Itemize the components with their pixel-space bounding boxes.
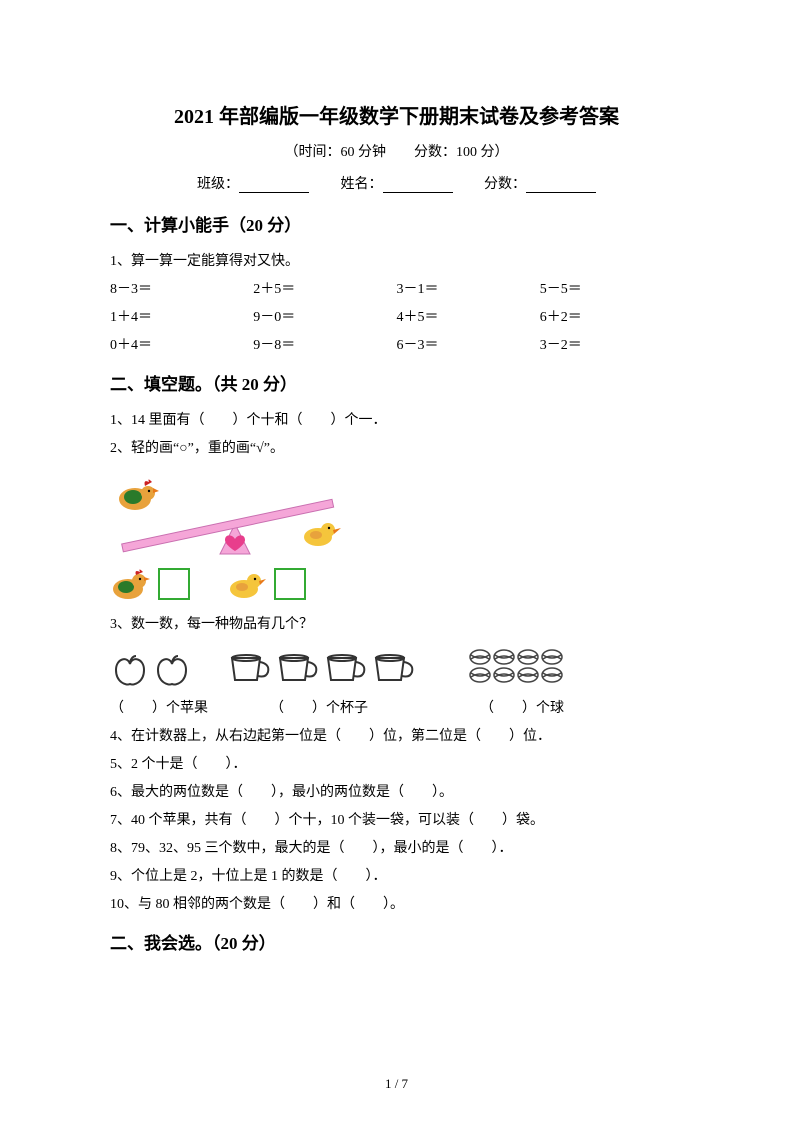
s2-q9: 9、个位上是 2，十位上是 1 的数是（ ）．: [110, 863, 683, 891]
chicken-icon: [110, 565, 150, 603]
calc-cell: 9－0＝: [253, 304, 396, 332]
items-figure: [110, 645, 683, 693]
s2-q2: 2、轻的画“○”，重的画“√”。: [110, 435, 683, 463]
s2-q1: 1、14 里面有（ ）个十和（ ）个一．: [110, 407, 683, 435]
calc-row-2: 1＋4＝ 9－0＝ 4＋5＝ 6＋2＝: [110, 304, 683, 332]
label-apple: （ ）个苹果: [110, 695, 270, 723]
score-label: 分数：: [484, 177, 526, 192]
calc-cell: 3－1＝: [397, 276, 540, 304]
cups-icon: [228, 648, 428, 690]
s2-q4: 4、在计数器上，从右边起第一位是（ ）位，第二位是（ ）位．: [110, 723, 683, 751]
class-blank: [239, 179, 309, 193]
calc-cell: 6－3＝: [397, 332, 540, 360]
calc-cell: 6＋2＝: [540, 304, 683, 332]
calc-cell: 4＋5＝: [397, 304, 540, 332]
calc-cell: 3－2＝: [540, 332, 683, 360]
calc-cell: 8－3＝: [110, 276, 253, 304]
seesaw-figure: [110, 469, 683, 559]
class-label: 班级：: [197, 177, 239, 192]
calc-cell: 0＋4＝: [110, 332, 253, 360]
seesaw-icon: [110, 469, 360, 559]
section1-header: 一、计算小能手（20 分）: [110, 211, 683, 236]
exam-title: 2021 年部编版一年级数学下册期末试卷及参考答案: [110, 100, 683, 129]
calc-cell: 5－5＝: [540, 276, 683, 304]
balls-icon: [466, 645, 576, 693]
score-blank: [526, 179, 596, 193]
calc-cell: 2＋5＝: [253, 276, 396, 304]
apples-icon: [110, 648, 200, 690]
section3-header: 二、我会选。（20 分）: [110, 929, 683, 954]
calc-row-3: 0＋4＝ 9－8＝ 6－3＝ 3－2＝: [110, 332, 683, 360]
s2-q3: 3、数一数，每一种物品有几个？: [110, 611, 683, 639]
exam-subtitle: （时间：60 分钟 分数：100 分）: [110, 141, 683, 161]
calc-cell: 1＋4＝: [110, 304, 253, 332]
items-labels: （ ）个苹果 （ ）个杯子 （ ）个球: [110, 695, 683, 723]
s2-q6: 6、最大的两位数是（ ），最小的两位数是（ ）。: [110, 779, 683, 807]
page-number: 1 / 7: [0, 1076, 793, 1092]
s1-q1: 1、算一算一定能算得对又快。: [110, 248, 683, 276]
label-ball: （ ）个球: [480, 695, 683, 723]
duck-icon: [226, 565, 266, 603]
name-blank: [383, 179, 453, 193]
s2-q8: 8、79、32、95 三个数中，最大的是（ ），最小的是（ ）．: [110, 835, 683, 863]
s2-q10: 10、与 80 相邻的两个数是（ ）和（ ）。: [110, 891, 683, 919]
calc-row-1: 8－3＝ 2＋5＝ 3－1＝ 5－5＝: [110, 276, 683, 304]
answer-box-1: [158, 568, 190, 600]
s2-q5: 5、2 个十是（ ）．: [110, 751, 683, 779]
answer-box-2: [274, 568, 306, 600]
label-cup: （ ）个杯子: [270, 695, 480, 723]
name-label: 姓名：: [341, 177, 383, 192]
calc-cell: 9－8＝: [253, 332, 396, 360]
answer-boxes-row: [110, 565, 683, 603]
info-line: 班级： 姓名： 分数：: [110, 173, 683, 193]
s2-q7: 7、40 个苹果，共有（ ）个十，10 个装一袋，可以装（ ）袋。: [110, 807, 683, 835]
section2-header: 二、填空题。（共 20 分）: [110, 370, 683, 395]
